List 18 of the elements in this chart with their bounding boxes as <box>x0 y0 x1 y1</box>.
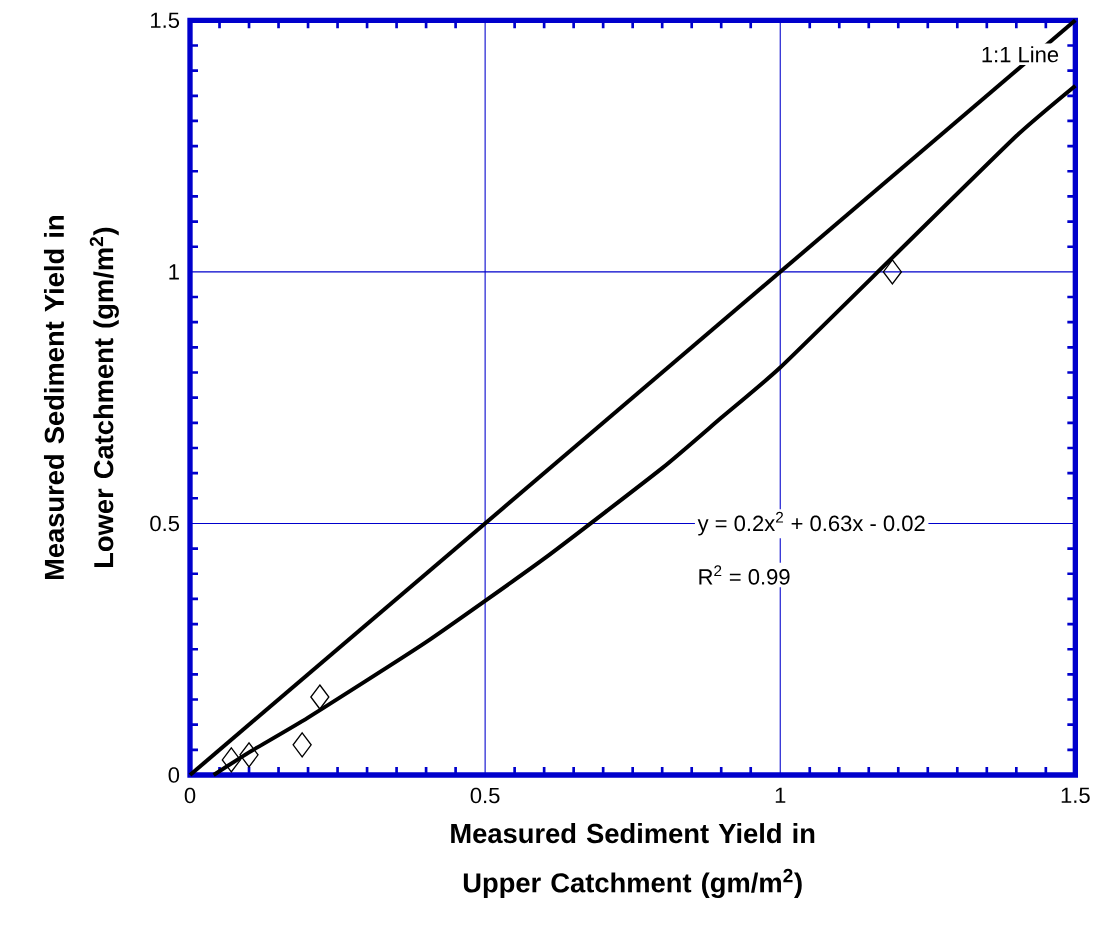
point <box>882 259 903 285</box>
y-tick-label: 0 <box>168 767 180 783</box>
x-tick-label: 0.5 <box>470 787 500 804</box>
y-axis-title: Measured Sediment Yield in Lower Catchment (gm/m$^{2}$) <box>43 216 119 580</box>
y-tick-label: 0.5 <box>150 515 180 532</box>
x-tick-label: 1 <box>775 787 786 803</box>
point <box>292 732 312 758</box>
y-tick-label: 1.5 <box>151 12 180 28</box>
point <box>239 742 259 768</box>
annotation: R$^{2}$ = 0.99 <box>699 565 790 585</box>
x-tick-label: 0 <box>184 787 196 804</box>
x-axis-title: Measured Sediment Yield in Upper Catchment (gm/m$^{2}$) <box>451 823 815 899</box>
annotation: y = 0.2x$^{2}$ + 0.63x - 0.02 <box>697 511 925 536</box>
point <box>310 684 330 710</box>
y-tick-label: 1 <box>169 264 179 280</box>
point <box>221 747 241 773</box>
x-tick-label: 1.5 <box>1061 787 1090 804</box>
annotation: 1:1 Line <box>982 46 1059 63</box>
